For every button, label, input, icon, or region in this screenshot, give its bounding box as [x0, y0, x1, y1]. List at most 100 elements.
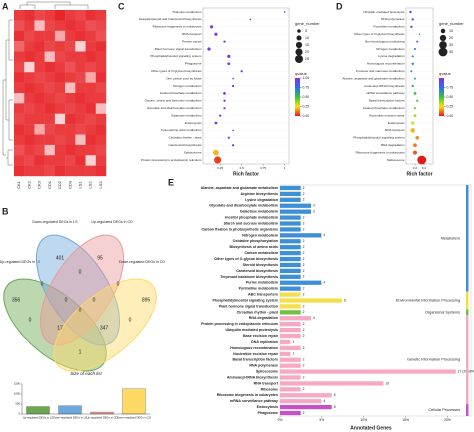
y-tick-label: Ubiquitin mediated proteolysis — [363, 10, 405, 14]
heatmap-cell — [65, 93, 76, 104]
heatmap-cell — [24, 103, 35, 114]
y-tick-label: Carbon metabolism — [244, 251, 278, 255]
heatmap-cell — [65, 20, 76, 31]
heatmap-cell — [75, 41, 86, 52]
heatmap-cell — [24, 20, 35, 31]
bar — [280, 239, 301, 244]
heatmap-cell — [85, 93, 96, 104]
heatmap-cell — [44, 93, 56, 104]
heatmap-cell — [95, 20, 107, 31]
y-tick-label: Oxidative phosphorylation — [233, 239, 278, 243]
y-tick-label: Cyanoamino acid metabolism — [161, 128, 202, 132]
heatmap-cell — [34, 113, 45, 125]
y-tick-label: 500 — [15, 402, 20, 406]
value-label: 2 — [303, 334, 305, 338]
heatmap-cell — [95, 124, 107, 135]
x-tick-label: 0.5 — [240, 166, 245, 170]
y-tick-label: Steroid biosynthesis — [243, 263, 278, 267]
bar — [280, 375, 301, 380]
heatmap-cell — [54, 61, 66, 73]
y-tick-label: Pyrimidine metabolism — [373, 25, 405, 29]
bar — [280, 197, 301, 202]
bubble — [411, 18, 414, 21]
legend-label: 20 — [449, 36, 453, 40]
heatmap-cell — [24, 165, 35, 177]
heatmap-cell — [95, 61, 107, 73]
bar — [280, 310, 301, 315]
heatmap-cell — [95, 41, 107, 52]
value-label: 4 — [323, 399, 325, 403]
heatmap-cell — [54, 20, 66, 31]
heatmap-cell — [65, 144, 76, 156]
heatmap-cell — [14, 41, 25, 52]
heatmap-cell — [14, 20, 25, 31]
panel-label: C — [118, 1, 125, 11]
group-label: Environmental Information Processing — [396, 299, 460, 303]
x-tick-label: 0.2 — [413, 166, 418, 170]
heatmap-cell — [14, 103, 25, 114]
group-label: Cellular Processes — [428, 408, 460, 412]
bar — [280, 233, 322, 238]
legend-title: qvalue — [295, 71, 308, 76]
heatmap-cell — [95, 82, 107, 94]
y-tick-label: Endocytosis — [388, 121, 405, 125]
y-tick-label: Phagosome — [185, 62, 202, 66]
value-label: 2 — [303, 257, 305, 261]
heatmap-cell — [85, 61, 96, 73]
heatmap-cell — [44, 165, 56, 177]
heatmap-cell — [65, 72, 76, 83]
bar — [280, 387, 301, 392]
heatmap-cell — [44, 41, 56, 52]
heatmap-cell — [85, 134, 96, 146]
y-tick-label: Ribosome biogenesis in eukaryotes — [153, 25, 202, 29]
y-tick-label: Galactose metabolism — [240, 210, 278, 214]
bar — [280, 191, 301, 197]
y-tick-label: Aminoacyl-tRNA biosynthesis — [227, 375, 278, 379]
heatmap-cell — [34, 30, 45, 42]
y-tick-label: Circadian rhythm - plant — [237, 310, 279, 314]
legend-label: 25 — [305, 57, 309, 61]
bubble — [223, 40, 226, 43]
bar — [280, 345, 301, 351]
y-tick-label: Ribosome biogenesis in eukaryotes — [217, 393, 278, 397]
heatmap-cell — [75, 30, 86, 42]
heatmap-cell — [75, 124, 86, 135]
bar — [280, 404, 332, 410]
value-label: 2 — [303, 328, 305, 332]
heatmap-cell — [75, 51, 86, 63]
heatmap-cell — [75, 20, 86, 31]
venn-set-label: Down-regulated DEGs in CD — [119, 260, 165, 264]
heatmap-cell — [14, 134, 25, 146]
bubble — [223, 107, 226, 110]
bar — [58, 405, 82, 415]
bar — [280, 286, 301, 291]
y-tick-label: Alanine, aspartate and glutamate metabol… — [201, 186, 278, 190]
heatmap-cell — [75, 165, 86, 177]
y-tick-label: mRNA surveillance pathway — [366, 91, 405, 95]
legend-label: 10 — [449, 29, 453, 33]
y-tick-label: Phosphatidylinositol signaling system — [150, 54, 201, 58]
venn-set-label: Up-regulated DEGs in LS — [0, 260, 41, 264]
bubble — [231, 84, 235, 88]
legend-bubble — [296, 35, 302, 41]
heatmap-cell — [85, 144, 96, 156]
colorbar-label: 1.00 — [303, 76, 310, 80]
heatmap-cell — [24, 41, 35, 52]
bubble — [232, 77, 234, 80]
bar — [280, 209, 312, 214]
y-tick-label: Inositol phosphate metabolism — [225, 216, 278, 220]
heatmap-cell — [65, 165, 76, 177]
heatmap-cell — [65, 51, 76, 63]
legend-bubble — [438, 47, 448, 57]
value-label: 2 — [303, 304, 305, 308]
y-tick-label: Carotenoid biosynthesis — [236, 269, 278, 273]
y-tick-label: Spliceosome — [184, 150, 202, 154]
bubble — [213, 149, 219, 156]
y-tick-label: Other types of O-glycan biosynthesis — [354, 32, 405, 36]
legend-bubble — [297, 29, 301, 33]
heatmap-cell — [54, 165, 66, 177]
bubble — [223, 99, 226, 102]
heatmap-cell — [95, 165, 107, 177]
venn-count: 0 — [65, 297, 68, 303]
heatmap-cell — [85, 41, 96, 52]
